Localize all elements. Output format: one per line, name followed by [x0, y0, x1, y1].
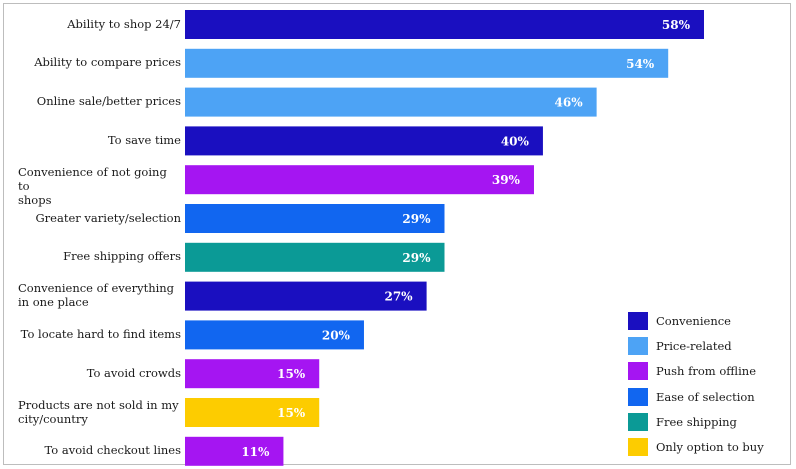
category-label: Free shipping offers [6, 249, 181, 263]
category-label-line: Products are not sold in my [18, 397, 179, 412]
legend-item: Convenience [628, 312, 778, 330]
bar-value-label: 20% [322, 328, 351, 342]
bar-7 [185, 242, 445, 272]
bar-4 [185, 126, 543, 156]
category-label-line: Convenience of everything [18, 281, 175, 296]
category-label-line: Convenience of not going to [18, 164, 167, 193]
category-label-line: Online sale/better prices [36, 94, 181, 109]
category-label-line: To avoid checkout lines [44, 443, 181, 458]
category-label: Products are not sold in my city/country [6, 398, 181, 426]
category-label: Convenience of not going to shops [6, 165, 181, 207]
category-label-line: shops [18, 192, 52, 207]
bar-10 [185, 359, 320, 389]
category-label: Ability to compare prices [6, 55, 181, 69]
bar-value-label: 29% [402, 212, 431, 226]
legend-swatch [628, 362, 648, 381]
legend-label: Only option to buy [656, 440, 764, 454]
bar-1 [185, 10, 704, 39]
legend-swatch [628, 337, 648, 356]
bar-6 [185, 204, 445, 233]
chart-frame [3, 3, 791, 465]
category-label-line: To save time [107, 132, 181, 147]
bar-11 [185, 398, 320, 427]
legend-label: Free shipping [656, 414, 737, 429]
bar-8 [185, 281, 427, 311]
bar-value-label: 46% [555, 96, 584, 110]
legend-label: Ease of selection [656, 389, 755, 404]
bar-value-label: 39% [492, 173, 521, 187]
bar-value-label: 58% [662, 18, 691, 32]
category-label-line: Ability to compare prices [34, 55, 181, 70]
legend-swatch [628, 412, 648, 431]
bar-value-label: 40% [501, 134, 530, 148]
bar-5 [185, 165, 534, 195]
bar-value-label: 11% [241, 445, 270, 459]
legend-swatch [628, 312, 648, 330]
legend-swatch [628, 387, 648, 406]
category-label-line: To avoid crowds [86, 365, 181, 380]
bar-value-label: 54% [626, 57, 655, 71]
legend-item: Only option to buy [628, 438, 778, 456]
category-label-line: Greater variety/selection [35, 210, 181, 225]
category-label-line: Free shipping offers [63, 249, 181, 264]
legend-item: Ease of selection [628, 387, 778, 406]
category-label: To save time [6, 133, 181, 147]
bar-2 [185, 48, 669, 78]
category-label: Ability to shop 24/7 [6, 17, 181, 31]
category-label-line: in one place [18, 295, 89, 310]
bar-value-label: 27% [384, 290, 413, 304]
bar-12 [185, 436, 284, 466]
legend-item: Push from offline [628, 362, 778, 381]
legend-label: Price-related [656, 339, 732, 354]
legend-swatch [628, 438, 648, 456]
category-label-line: city/country [18, 411, 88, 426]
bar-3 [185, 87, 597, 117]
category-label: To avoid crowds [6, 366, 181, 380]
legend-label: Push from offline [656, 364, 757, 379]
legend-item: Price-related [628, 337, 778, 356]
category-label: Convenience of everything in one place [6, 281, 181, 309]
category-label: To locate hard to find items [6, 327, 181, 341]
legend-item: Free shipping [628, 412, 778, 431]
category-label: Greater variety/selection [6, 211, 181, 225]
bar-value-label: 15% [277, 367, 306, 381]
category-label-line: To locate hard to find items [20, 326, 181, 341]
category-label-line: Ability to shop 24/7 [67, 16, 181, 31]
legend-label: Convenience [656, 314, 731, 328]
bar-value-label: 29% [402, 251, 431, 265]
bar-value-label: 15% [277, 406, 306, 420]
category-label: Online sale/better prices [6, 94, 181, 108]
category-label: To avoid checkout lines [6, 443, 181, 457]
bar-9 [185, 320, 364, 350]
